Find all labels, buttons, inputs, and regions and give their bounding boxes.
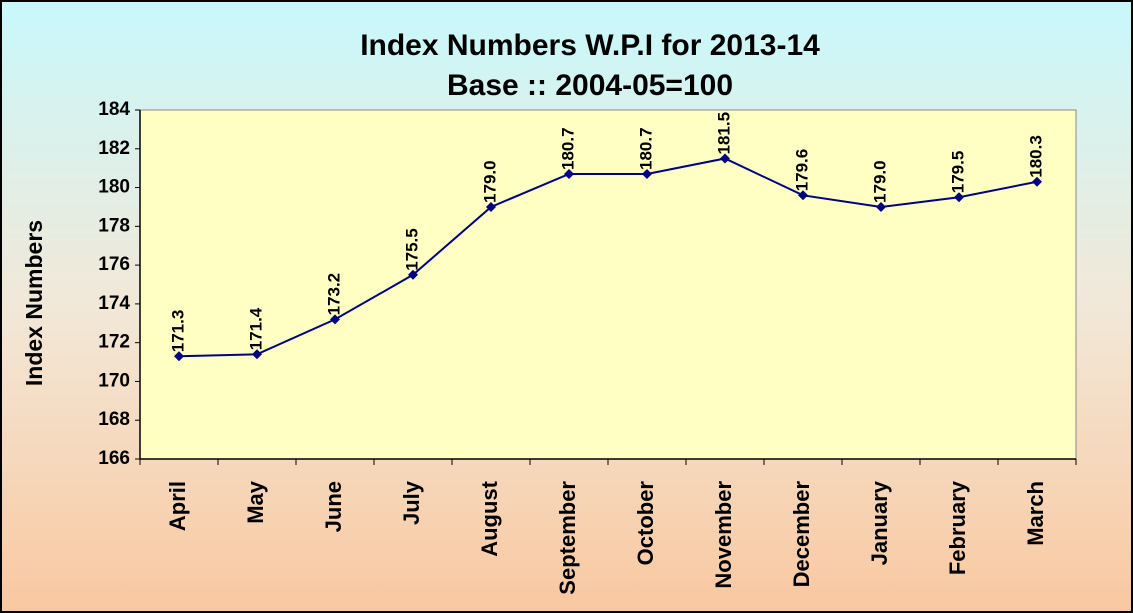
y-tick-label: 176 (98, 254, 130, 275)
chart-title: Index Numbers W.P.I for 2013-14 (360, 29, 820, 62)
x-tick-label: May (243, 480, 268, 524)
plot-area (139, 109, 1077, 460)
x-tick-label: November (711, 481, 736, 589)
marker (720, 153, 730, 164)
value-label: 180.3 (1026, 135, 1045, 178)
y-tick-label: 180 (98, 177, 130, 198)
y-tick-label: 170 (98, 370, 130, 391)
value-label: 179.5 (948, 151, 967, 194)
y-tick-label: 178 (98, 215, 130, 236)
x-tick-label: July (399, 480, 424, 525)
x-tick-label: April (165, 481, 190, 531)
y-tick-label: 166 (98, 448, 130, 469)
marker (252, 349, 262, 360)
marker (330, 314, 340, 325)
value-label: 179.0 (480, 160, 499, 203)
value-label: 180.7 (558, 127, 577, 170)
x-tick-label: January (867, 480, 892, 565)
chart-subtitle: Base :: 2004-05=100 (447, 69, 733, 102)
marker (1032, 176, 1042, 187)
marker (408, 269, 418, 280)
x-tick-label: February (945, 480, 970, 575)
x-tick-label: March (1023, 481, 1048, 546)
y-tick-label: 184 (98, 99, 130, 120)
marker (642, 168, 652, 179)
marker (798, 190, 808, 201)
marker (954, 192, 964, 203)
y-tick-label: 182 (98, 138, 130, 159)
value-label: 175.5 (402, 228, 421, 271)
y-tick-label: 174 (98, 293, 130, 314)
x-tick-label: December (789, 481, 814, 588)
marker (486, 201, 496, 212)
line (178, 157, 1038, 358)
value-label: 179.0 (870, 160, 889, 203)
value-label: 171.4 (246, 307, 265, 350)
value-label: 181.5 (714, 112, 733, 155)
marker (174, 351, 184, 362)
value-label: 171.3 (168, 310, 187, 353)
y-tick-label: 172 (98, 332, 130, 353)
marker (564, 168, 574, 179)
x-tick-label: August (477, 480, 502, 556)
x-tick-label: September (555, 481, 580, 595)
x-tick-label: October (633, 481, 658, 566)
marker (876, 201, 886, 212)
value-label: 180.7 (636, 127, 655, 170)
x-tick-label: June (321, 481, 346, 532)
value-label: 173.2 (324, 273, 343, 316)
y-axis-label: Index Numbers (21, 220, 47, 386)
value-label: 179.6 (792, 149, 811, 192)
y-tick-label: 168 (98, 409, 130, 430)
